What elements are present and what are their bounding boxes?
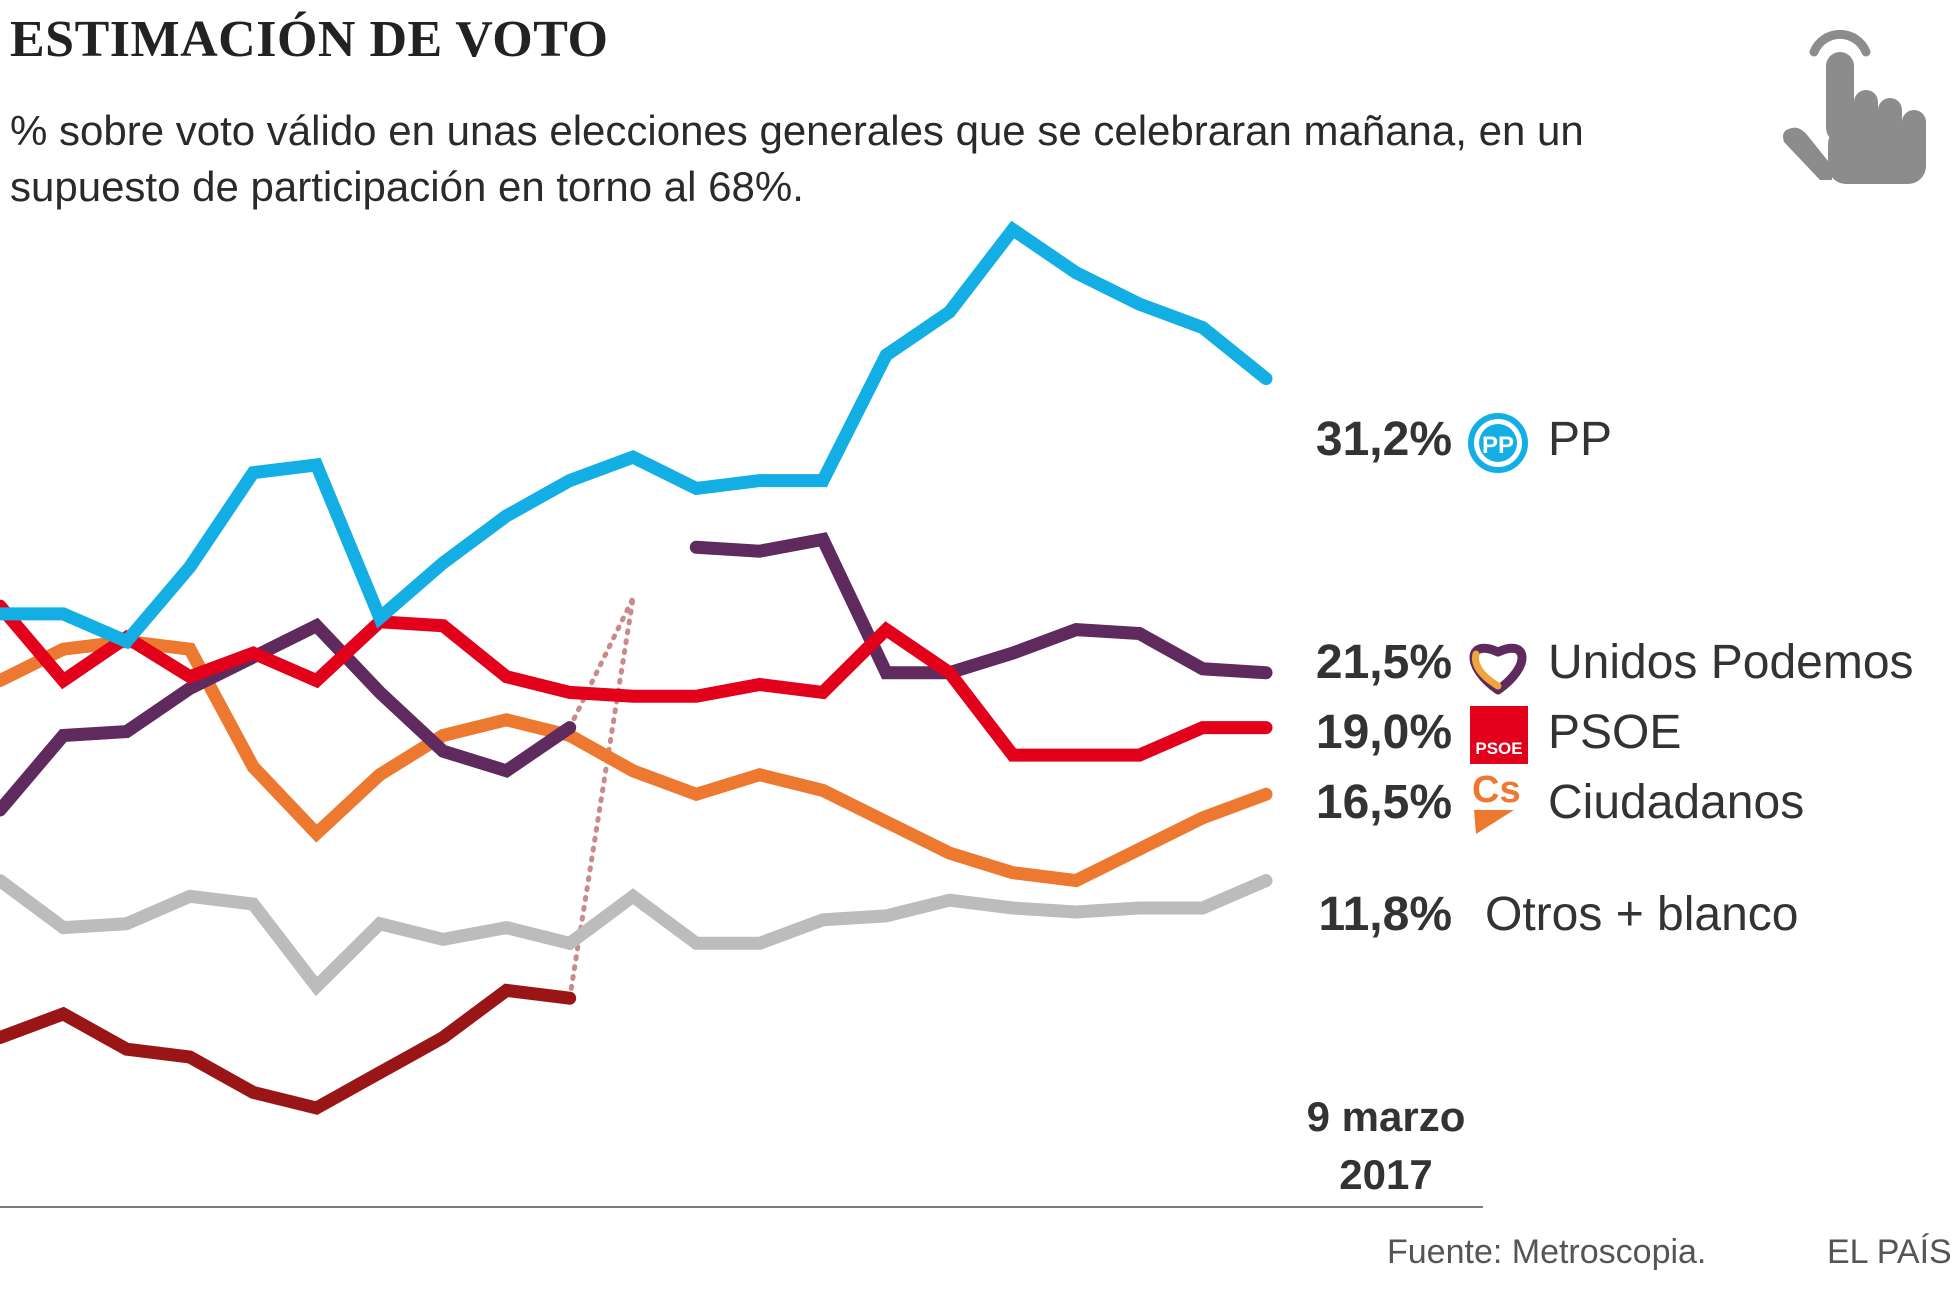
end-value-psoe: 19,0% xyxy=(1316,706,1452,759)
series-line-ciudadanos xyxy=(0,634,1273,888)
series-line-unidos-podemos-2 xyxy=(689,532,1273,680)
end-value-pp: 31,2% xyxy=(1316,413,1452,466)
svg-text:PSOE: PSOE xyxy=(1475,739,1522,758)
series-name-unidos-podemos: Unidos Podemos xyxy=(1548,636,1914,689)
end-labels: 31,2% PP PP 21,5% Unidos Podemos 19,0% PSOE PSO… xyxy=(1316,413,1914,941)
end-value-ciudadanos: 16,5% xyxy=(1316,776,1452,829)
series-name-otros-blanco: Otros + blanco xyxy=(1485,888,1799,941)
end-value-unidos-podemos: 21,5% xyxy=(1316,636,1452,689)
series-name-ciudadanos: Ciudadanos xyxy=(1548,776,1804,829)
svg-text:Cs: Cs xyxy=(1472,769,1521,811)
brand-logo[interactable]: EL PAÍS xyxy=(1827,1233,1952,1271)
series-line-psoe xyxy=(0,599,1273,762)
pp-logo-icon: PP xyxy=(1468,413,1528,473)
end-value-otros-blanco: 11,8% xyxy=(1319,888,1452,941)
series-name-pp: PP xyxy=(1548,413,1612,466)
series-name-psoe: PSOE xyxy=(1548,706,1681,759)
series-line-otros-blanco xyxy=(0,874,1273,997)
touch-hand-icon[interactable] xyxy=(1770,30,1940,200)
unidos-podemos-heart-icon xyxy=(1469,643,1527,695)
chart-title: ESTIMACIÓN DE VOTO xyxy=(10,11,609,68)
connector-unidos-podemos xyxy=(567,595,636,731)
source-note: Fuente: Metroscopia. xyxy=(1387,1233,1707,1271)
x-axis-date-line1: 9 marzo xyxy=(1307,1093,1466,1140)
x-axis-date-line2: 2017 xyxy=(1339,1151,1432,1198)
connector-podemos-serie-previa xyxy=(567,595,636,1001)
series-lines xyxy=(0,220,1273,1115)
psoe-logo-icon: PSOE xyxy=(1470,706,1528,764)
svg-text:PP: PP xyxy=(1482,432,1514,459)
chart-subtitle: % sobre voto válido en unas elecciones g… xyxy=(10,107,1584,210)
ciudadanos-cs-icon: Cs xyxy=(1472,769,1521,834)
series-line-pp xyxy=(0,220,1273,650)
series-line-unidos-podemos-1 xyxy=(0,617,577,817)
series-line-podemos-serie-previa xyxy=(0,983,577,1115)
connectors xyxy=(567,595,636,1001)
